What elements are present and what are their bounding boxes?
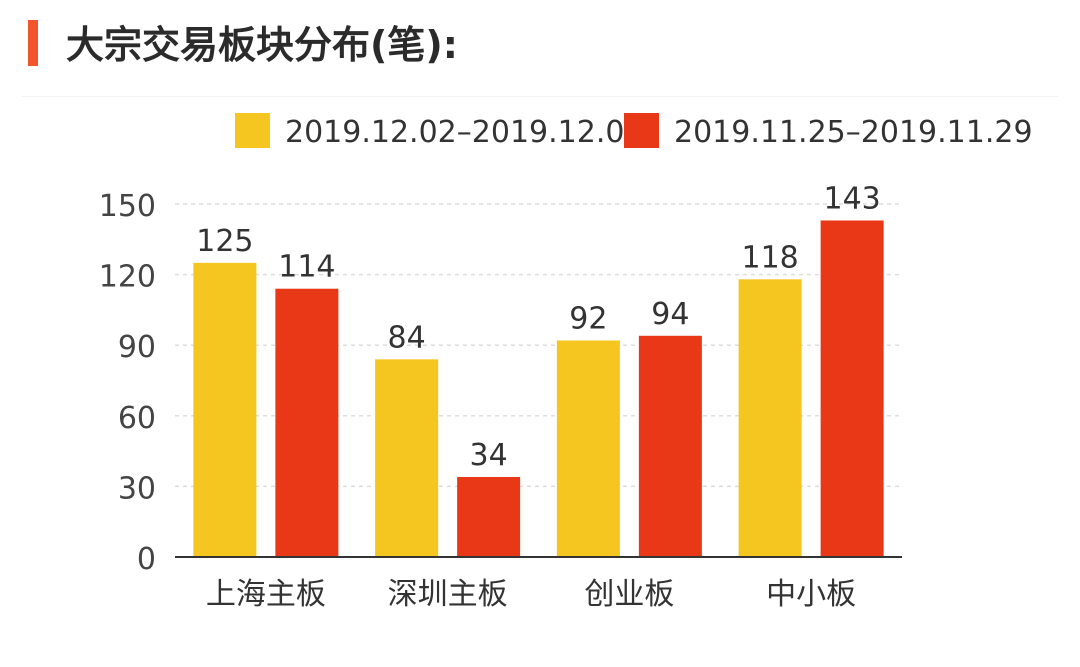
y-tick-label: 30: [118, 471, 156, 506]
legend-label-2: 2019.11.25–2019.11.29: [674, 115, 1033, 150]
x-tick-label: 中小板: [766, 577, 856, 612]
data-label: 92: [569, 301, 607, 336]
x-tick-label: 创业板: [584, 577, 674, 612]
data-labels: 125 114 84 34 92 94 118 143: [196, 181, 881, 473]
bar-1-2: [375, 359, 439, 557]
legend: 2019.12.02–2019.12.06 2019.11.25–2019.11.…: [235, 113, 1033, 150]
bar-2-3: [638, 335, 702, 557]
data-label: 84: [388, 320, 426, 355]
y-tick-label: 0: [137, 542, 156, 577]
data-label: 34: [470, 438, 508, 473]
bars: [193, 220, 884, 557]
x-tick-label: 深圳主板: [388, 577, 508, 612]
legend-swatch-1: [235, 113, 270, 148]
bar-1-1: [193, 262, 257, 557]
bar-2-1: [275, 288, 339, 557]
data-label: 125: [196, 224, 253, 259]
data-label: 94: [651, 297, 689, 332]
bar-1-4: [738, 279, 802, 557]
bar-2-4: [820, 220, 884, 557]
bar-2-2: [457, 476, 521, 557]
y-tick-label: 90: [118, 330, 156, 365]
x-tick-label: 上海主板: [206, 577, 326, 612]
header-divider: [22, 96, 1058, 97]
y-tick-label: 150: [99, 189, 156, 224]
bar-1-3: [556, 340, 620, 557]
legend-label-1: 2019.12.02–2019.12.06: [285, 115, 644, 150]
title-accent-bar: [28, 20, 38, 66]
y-axis-ticks: 0 30 60 90 120 150: [99, 189, 156, 577]
legend-swatch-2: [624, 113, 659, 148]
data-label: 118: [741, 240, 798, 275]
y-tick-label: 120: [99, 260, 156, 295]
data-label: 143: [823, 181, 880, 216]
page-title: 大宗交易板块分布(笔):: [66, 23, 458, 67]
data-label: 114: [278, 250, 335, 285]
y-tick-label: 60: [118, 401, 156, 436]
x-axis-ticks: 上海主板 深圳主板 创业板 中小板: [206, 577, 856, 612]
